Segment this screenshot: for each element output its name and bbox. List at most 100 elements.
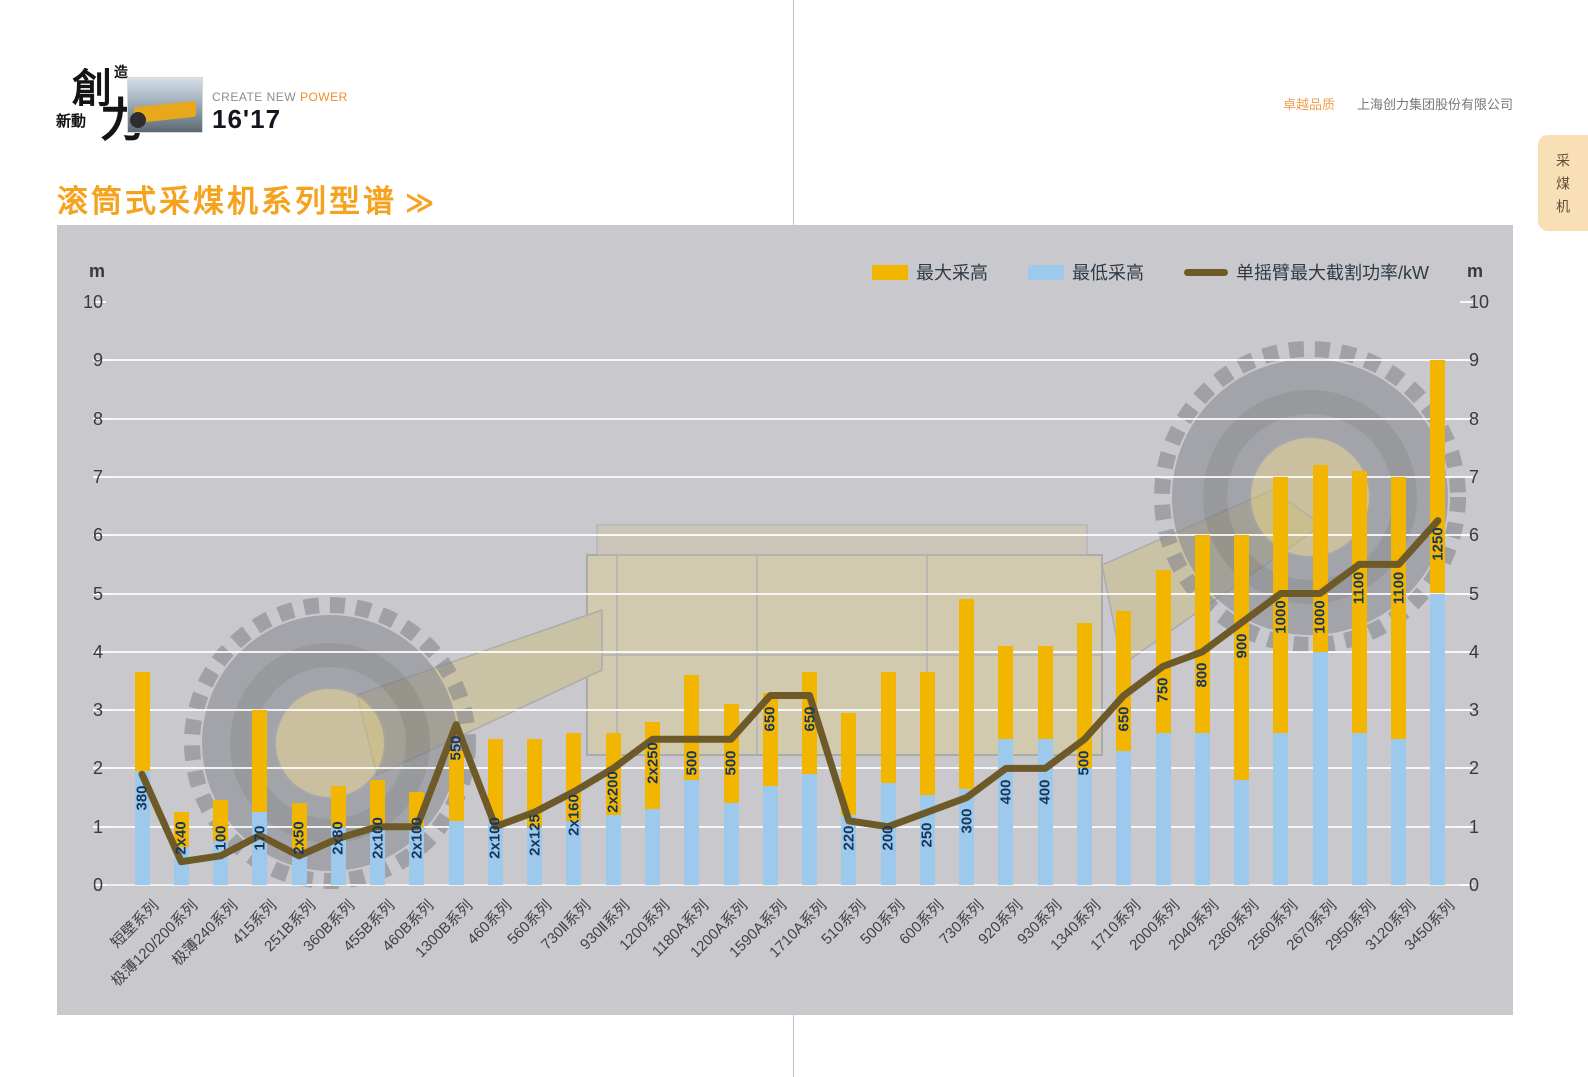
y-axis-label-right-10: 10: [1469, 292, 1490, 312]
gridline-1: [105, 825, 1460, 828]
bar-max-height: [1273, 476, 1289, 734]
page-title-text: 滚筒式采煤机系列型谱: [57, 184, 397, 219]
company-name: 上海创力集团股份有限公司: [1356, 97, 1513, 112]
y-axis-label-left-2: 2: [92, 758, 103, 779]
gridline-2: [105, 767, 1460, 770]
legend-item-power: 单摇臂最大截割功率/kW: [1184, 259, 1429, 285]
power-value-label: 750: [1154, 677, 1172, 703]
bar-min-height: [605, 815, 621, 885]
tick-right-3: [1460, 709, 1473, 712]
y-axis-label-left-10: 10: [82, 292, 103, 312]
header-company-line: 卓越品质 上海创力集团股份有限公司: [1283, 94, 1513, 113]
legend-item-max-height: 最大采高: [872, 259, 988, 285]
tick-left-5: [93, 592, 106, 595]
power-value-label: 300: [958, 808, 976, 834]
power-value-label: 800: [1193, 662, 1211, 688]
slogan-orange: POWER: [299, 90, 348, 104]
power-value-label: 500: [683, 750, 701, 776]
bar-min-height: [291, 850, 307, 885]
machine-photo-wheel: [130, 112, 146, 128]
page-title: 滚筒式采煤机系列型谱 ≫: [57, 176, 434, 221]
legend-swatch-max: [872, 264, 908, 280]
bar-min-height: [1312, 651, 1328, 885]
tick-left-10: [93, 301, 106, 303]
catalog-year: 16'17: [212, 104, 282, 134]
tick-right-7: [1460, 475, 1473, 478]
bar-min-height: [566, 820, 582, 885]
machine-photo-thumbnail: [128, 78, 202, 132]
y-axis-label-right-3: 3: [1469, 700, 1480, 721]
bar-min-height: [998, 739, 1014, 885]
y-axis-label-right-1: 1: [1469, 816, 1480, 837]
y-axis-label-left-5: 5: [92, 583, 103, 604]
bar-min-height: [880, 782, 896, 885]
power-value-label: 200: [879, 825, 897, 851]
bar-max-height: [841, 713, 857, 816]
y-axis-label-right-2: 2: [1469, 758, 1480, 779]
power-value-label: 1100: [1390, 571, 1408, 604]
power-value-label: 2x200: [604, 770, 622, 813]
bar-min-height: [448, 820, 464, 885]
bar-max-height: [1155, 570, 1171, 734]
bar-max-height: [173, 812, 189, 848]
bar-min-height: [959, 788, 975, 885]
bar-max-height: [762, 692, 778, 786]
quality-mark: 卓越品质: [1282, 97, 1335, 112]
tick-right-2: [1460, 767, 1473, 770]
bar-max-height: [252, 710, 268, 813]
bar-max-height: [134, 672, 150, 772]
logo-small-char-zao: 造: [114, 66, 128, 81]
gridline-9: [105, 359, 1460, 362]
power-value-label: 220: [840, 825, 858, 851]
bar-min-height: [1194, 733, 1210, 885]
bar-min-height: [409, 826, 425, 885]
tick-right-8: [1460, 417, 1473, 420]
power-value-label: 1250: [1429, 527, 1447, 561]
power-value-label: 170: [251, 825, 269, 851]
gridline-7: [105, 475, 1460, 478]
bar-max-height: [1391, 476, 1407, 740]
power-value-label: 650: [761, 706, 779, 732]
power-value-label: 380: [133, 785, 151, 811]
section-tab-label: 采煤机: [1555, 152, 1571, 222]
y-axis-label-left-3: 3: [92, 700, 103, 721]
tick-right-9: [1460, 359, 1473, 362]
power-value-label: 2x160: [565, 794, 583, 836]
bar-max-height: [1312, 465, 1328, 652]
tick-right-0: [1460, 884, 1473, 886]
bar-min-height: [1076, 768, 1092, 885]
tick-right-4: [1460, 650, 1473, 653]
legend-item-min-height: 最低采高: [1028, 259, 1144, 285]
bar-min-height: [723, 803, 739, 885]
y-axis-label-right-9: 9: [1469, 350, 1480, 371]
bar-max-height: [291, 803, 307, 850]
bar-min-height: [1155, 733, 1171, 885]
bar-max-height: [370, 780, 386, 827]
bar-max-height: [919, 672, 935, 795]
legend-label-power: 单摇臂最大截割功率/kW: [1236, 263, 1429, 283]
bar-max-height: [959, 599, 975, 789]
y-axis-label-left-7: 7: [92, 466, 103, 487]
power-value-label: 500: [1075, 750, 1093, 776]
gridline-3: [105, 709, 1460, 712]
tick-left-8: [93, 417, 106, 420]
x-axis-line: [105, 884, 1460, 886]
bar-min-height: [134, 771, 150, 885]
bar-min-height: [527, 826, 543, 885]
power-value-label: 2x100: [369, 817, 387, 860]
bar-max-height: [1351, 471, 1367, 734]
bar-min-height: [1234, 780, 1250, 885]
bar-max-height: [1430, 360, 1446, 594]
bar-min-height: [802, 774, 818, 885]
power-value-label: 400: [1036, 779, 1054, 805]
logo-small-chars-xindong: 新動: [56, 114, 87, 130]
bar-max-height: [566, 733, 582, 821]
bar-max-height: [1234, 535, 1250, 781]
logo-calligraphy-chuang: 創: [72, 66, 112, 111]
y-axis-label-left-6: 6: [92, 525, 103, 546]
section-tab-coal-shearer[interactable]: 采煤机: [1538, 135, 1588, 231]
chart-legend: 最大采高 最低采高 单摇臂最大截割功率/kW: [872, 259, 1429, 285]
y-axis-label-right-6: 6: [1469, 525, 1480, 546]
y-axis-label-right-4: 4: [1469, 641, 1480, 662]
